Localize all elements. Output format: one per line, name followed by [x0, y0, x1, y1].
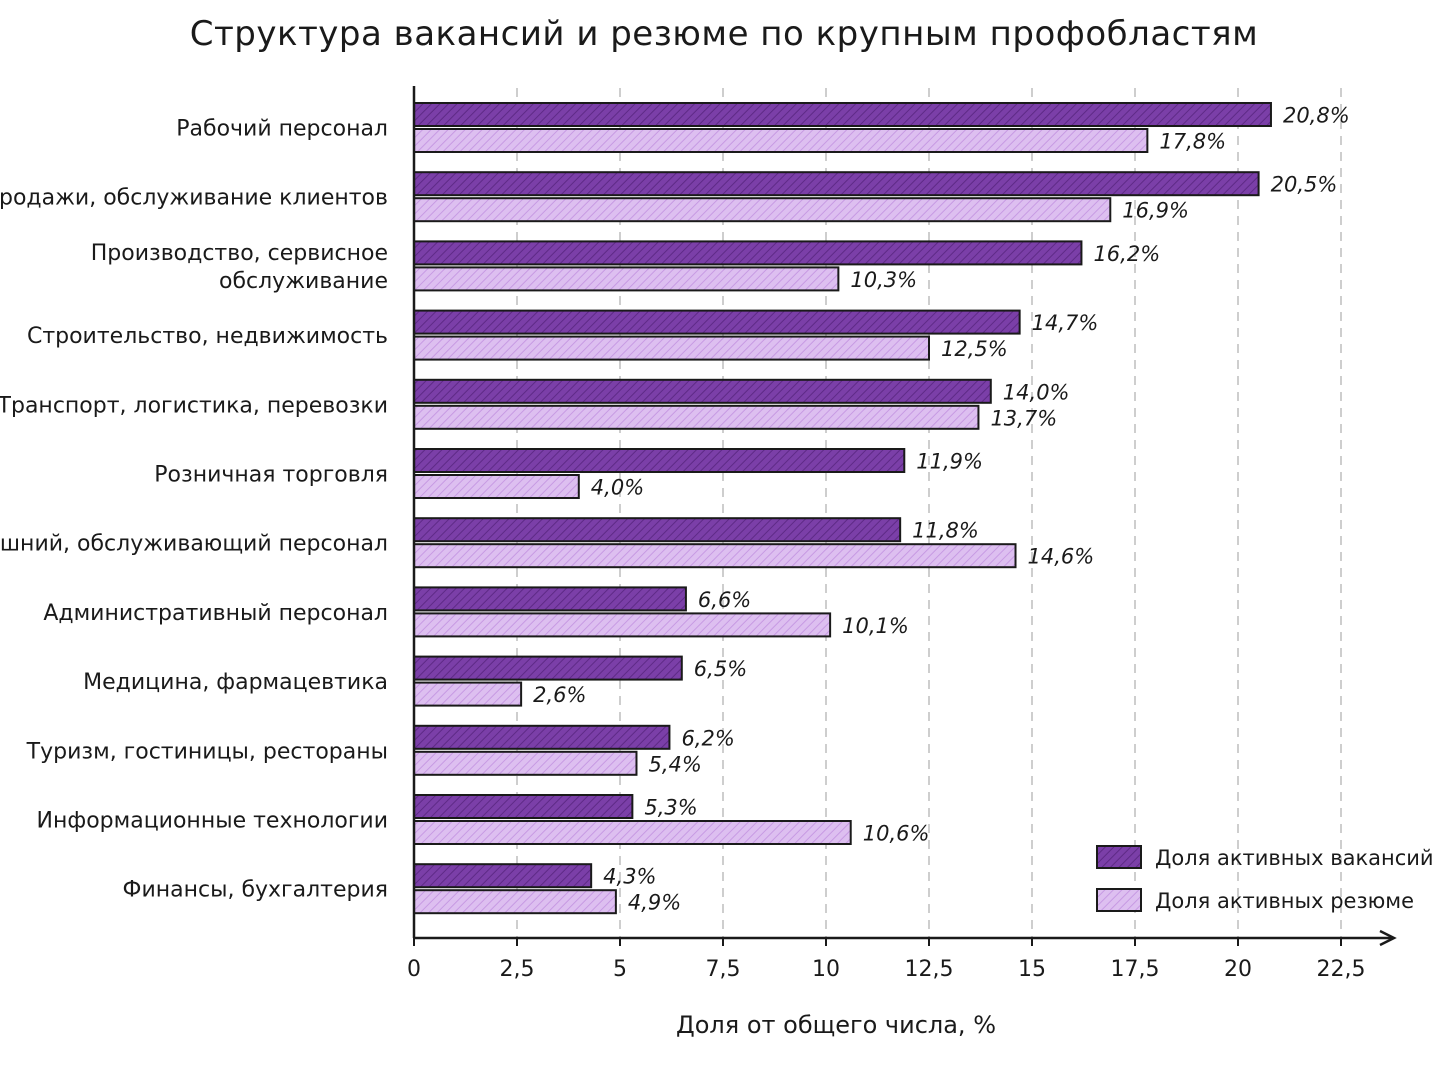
x-tick-label: 20: [1224, 957, 1252, 982]
data-label: 14,0%: [1003, 380, 1070, 404]
legend-swatch-vacancies: [1096, 845, 1142, 869]
data-label: 4,0%: [591, 476, 644, 500]
category-labels: Рабочий персонал Продажи, обслуживание кл…: [0, 117, 388, 903]
bar-resumes: [413, 889, 617, 915]
data-label: 16,9%: [1122, 199, 1189, 223]
data-label: 4,9%: [628, 891, 681, 915]
bar-resumes: [413, 681, 523, 707]
legend-label: Доля активных резюме: [1155, 889, 1414, 913]
x-tick-label: 2,5: [500, 957, 535, 982]
data-label: 5,3%: [644, 796, 697, 820]
data-label: 16,2%: [1093, 242, 1160, 266]
data-label: 6,2%: [681, 726, 734, 750]
bar-resumes: [413, 266, 840, 292]
bar-vacancies: [413, 794, 634, 819]
bar-resumes: [413, 543, 1017, 569]
bar-resumes: [413, 128, 1149, 153]
x-tick-label: 0: [407, 957, 421, 982]
bar-vacancies: [413, 863, 593, 889]
data-label: 20,5%: [1271, 173, 1338, 197]
data-label: 10,3%: [850, 268, 917, 292]
category-label: Строительство, недвижимость: [27, 324, 388, 349]
bar-vacancies: [413, 171, 1260, 197]
x-tick-label: 10: [812, 957, 840, 982]
legend: Доля активных вакансий Доля активных резю…: [1096, 845, 1434, 913]
bars: [413, 102, 1272, 915]
legend-swatch-resumes: [1096, 888, 1142, 912]
data-label: 10,1%: [842, 614, 909, 638]
category-label: Домашний, обслуживающий персонал: [0, 532, 388, 557]
category-label: Производство, сервисное: [91, 241, 388, 266]
bar-vacancies: [413, 586, 687, 612]
category-label: Розничная торговля: [154, 463, 388, 488]
x-tick-label: 5: [613, 957, 627, 982]
data-label: 6,6%: [698, 588, 751, 612]
bar-resumes: [413, 404, 980, 430]
data-label: 6,5%: [694, 657, 747, 681]
data-label: 13,7%: [990, 406, 1057, 430]
bar-resumes: [413, 820, 852, 845]
x-tick-label: 15: [1018, 957, 1046, 982]
data-labels: 20,8% 17,8% 20,5% 16,9% 16,2% 10,3% 14,7% 12,5%…: [533, 104, 1350, 915]
bar-resumes: [413, 612, 832, 638]
chart-title: Структура вакансий и резюме по крупным п…: [189, 14, 1259, 54]
x-tick-label: 12,5: [905, 957, 954, 982]
bar-vacancies: [413, 102, 1272, 127]
data-label: 17,8%: [1159, 130, 1226, 154]
bar-vacancies: [413, 240, 1083, 266]
bar-resumes: [413, 335, 930, 361]
data-label: 20,8%: [1283, 104, 1350, 128]
bar-vacancies: [413, 309, 1021, 335]
legend-label: Доля активных вакансий: [1155, 846, 1434, 870]
x-tick-label: 22,5: [1317, 957, 1366, 982]
bar-vacancies: [413, 655, 683, 681]
category-label: обслуживание: [219, 269, 388, 294]
category-label: Финансы, бухгалтерия: [123, 878, 389, 903]
bar-vacancies: [413, 378, 992, 404]
x-tick-label: 17,5: [1111, 957, 1160, 982]
category-label: Туризм, гостиницы, рестораны: [26, 739, 388, 764]
bar-vacancies: [413, 448, 906, 473]
data-label: 12,5%: [941, 337, 1008, 361]
category-label: Транспорт, логистика, перевозки: [0, 393, 388, 418]
x-tick-label: 7,5: [706, 957, 741, 982]
data-label: 14,7%: [1032, 311, 1099, 335]
data-label: 11,9%: [916, 450, 983, 474]
data-label: 5,4%: [648, 752, 701, 776]
category-label: Рабочий персонал: [176, 117, 388, 142]
category-label: Продажи, обслуживание клиентов: [0, 186, 388, 211]
bar-vacancies: [413, 724, 671, 750]
bar-vacancies: [413, 517, 902, 543]
data-label: 11,8%: [912, 519, 979, 543]
data-label: 4,3%: [603, 865, 656, 889]
category-label: Медицина, фармацевтика: [83, 670, 388, 695]
x-axis-arrow: [1379, 929, 1397, 947]
data-label: 2,6%: [533, 683, 586, 707]
data-label: 10,6%: [863, 822, 930, 846]
bar-resumes: [413, 750, 638, 776]
axes: 0 2,5 5 7,5 10 12,5 15 17,5 20 22,5: [407, 86, 1397, 982]
category-label: Информационные технологии: [37, 809, 388, 834]
category-label: Административный персонал: [43, 601, 388, 626]
bar-resumes: [413, 474, 580, 499]
data-label: 14,6%: [1028, 545, 1095, 569]
bar-resumes: [413, 197, 1112, 223]
x-axis-label: Доля от общего числа, %: [676, 1011, 996, 1039]
